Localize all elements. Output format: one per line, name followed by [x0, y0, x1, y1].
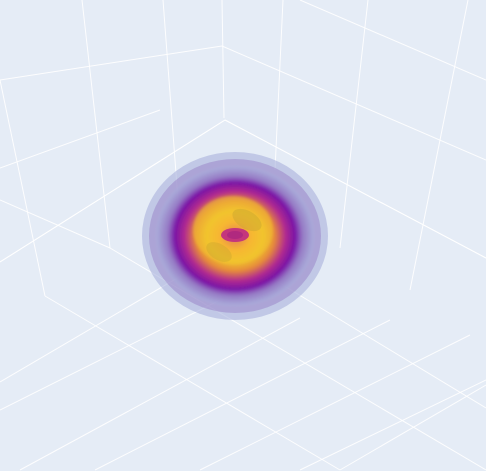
floor-gridline	[94, 319, 391, 471]
wall-gridline	[81, 0, 111, 249]
wall-gridline	[339, 0, 369, 249]
wall-gridline	[221, 45, 486, 161]
wall-gridline	[0, 45, 223, 81]
wall-gridline	[224, 119, 486, 259]
torus-shade-2	[206, 242, 232, 262]
floor-gridline	[199, 334, 471, 471]
wall-gridline	[299, 0, 486, 81]
wall-gridline	[274, 0, 284, 171]
floor-gridline	[19, 317, 301, 471]
torus-surface	[142, 152, 328, 320]
wall-gridline	[0, 119, 226, 263]
wall-gridline	[409, 0, 469, 291]
wall-gridline	[0, 79, 46, 297]
wall-gridline	[0, 109, 161, 169]
floor-gridline	[339, 384, 486, 471]
torus-hole-center	[227, 231, 243, 239]
floor-gridline	[0, 199, 111, 249]
floor-gridline	[299, 379, 486, 471]
wall-gridline	[162, 0, 179, 201]
floor-gridline	[0, 299, 221, 411]
floor-gridline	[44, 295, 341, 471]
wall-gridline	[221, 0, 225, 119]
torus-shade-1	[232, 208, 262, 232]
